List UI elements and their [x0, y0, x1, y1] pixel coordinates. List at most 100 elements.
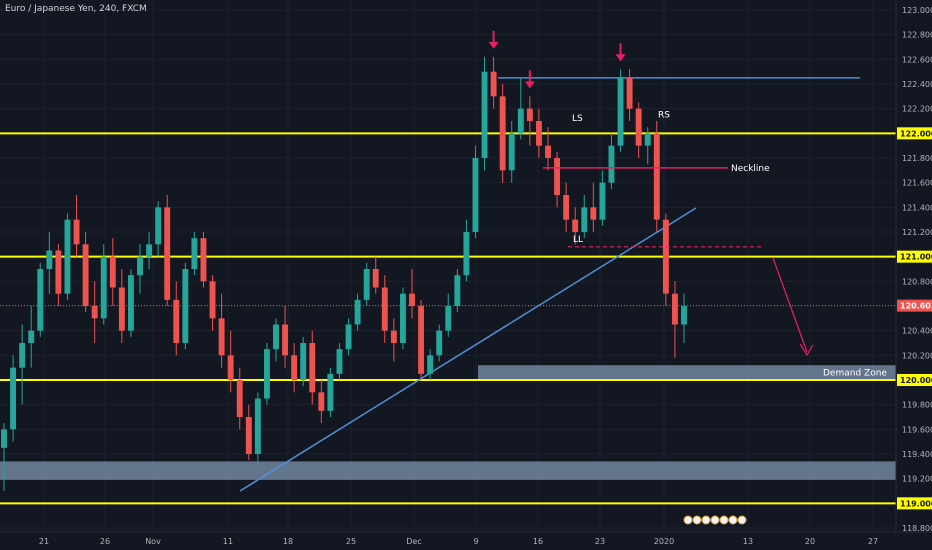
x-tick-label: 26 [100, 537, 110, 546]
candle-body [653, 133, 660, 220]
candle-body [463, 232, 470, 276]
candle-body [508, 133, 515, 171]
candle-body [146, 244, 153, 257]
candle-body [227, 355, 234, 380]
projection-arrow-icon [772, 257, 814, 357]
event-icon [701, 515, 711, 525]
candle-body [245, 417, 252, 454]
zone-rect [478, 365, 896, 380]
x-tick-label: 18 [283, 537, 293, 546]
x-tick-label: Nov [145, 537, 161, 546]
candle-body [37, 269, 44, 331]
candle-body [273, 324, 279, 350]
candle-body [282, 324, 289, 356]
ll-label: LL [573, 235, 583, 245]
candle-body [490, 71, 497, 97]
candle-body [418, 306, 425, 374]
candles [1, 56, 687, 491]
x-tick-label: 21 [39, 537, 49, 546]
candle-body [608, 145, 615, 183]
candle-body [327, 373, 334, 411]
candle-body [218, 318, 225, 356]
y-tick-label: 120.200 [902, 351, 932, 360]
candle-body [10, 367, 17, 430]
y-tick-label: 120.800 [902, 277, 932, 286]
y-tick-label: 121.400 [902, 203, 932, 212]
candle-body [436, 330, 443, 356]
zones [0, 365, 896, 480]
y-tick-label: 120.400 [902, 327, 932, 336]
y-tick-label: 119.600 [902, 425, 932, 434]
y-tick-label: 119.200 [902, 475, 932, 484]
event-icon [728, 515, 738, 525]
candle-body [599, 182, 606, 220]
level-price-tags: 122.000 121.000 120.000 119.000 120.603 [897, 127, 932, 510]
level-price-tag [897, 374, 932, 386]
level-price-tag-label: 122.000 [900, 129, 932, 138]
candle-body [662, 219, 669, 294]
candle-body [427, 355, 434, 374]
ls-label: LS [572, 114, 583, 124]
event-icons[interactable] [683, 515, 747, 525]
candle-body [572, 219, 579, 232]
event-icon [710, 515, 720, 525]
peak-arrows [488, 30, 626, 89]
candle-body [617, 77, 624, 146]
candle-body [182, 269, 189, 343]
candle-body [381, 287, 388, 331]
zone-rect [0, 461, 896, 480]
candle-body [517, 108, 524, 134]
trendline[interactable] [239, 207, 697, 492]
candle-body [100, 256, 107, 319]
candle-body [300, 343, 307, 380]
y-tick-label: 122.600 [902, 55, 932, 64]
event-icon [719, 515, 729, 525]
event-icon [683, 515, 693, 525]
candle-body [626, 77, 633, 109]
y-tick-label: 119.400 [902, 450, 932, 459]
candle-body [263, 349, 270, 399]
candle-body [64, 219, 71, 294]
candle-body [671, 293, 678, 325]
candle-body [254, 398, 261, 454]
candle-body [109, 256, 116, 288]
candle-body [409, 293, 415, 306]
peak-arrow-head [524, 81, 535, 89]
event-icon [737, 515, 747, 525]
candle-body [399, 293, 406, 343]
candle-body [291, 355, 298, 380]
candle-body [681, 306, 687, 325]
candle-body [127, 275, 134, 331]
candle-body [46, 250, 53, 269]
level-price-tag [897, 250, 932, 263]
peak-arrow-head [488, 41, 499, 49]
x-tick-label: 11 [223, 537, 233, 546]
candle-body [91, 306, 98, 319]
level-price-tag-label: 121.000 [900, 253, 932, 262]
x-tick-label: 9 [473, 537, 478, 546]
candle-body [372, 269, 379, 288]
candle-body [209, 281, 216, 319]
neckline-label: Neckline [731, 164, 770, 174]
candle-body [563, 195, 570, 220]
event-icon [692, 515, 702, 525]
candle-body [535, 121, 542, 146]
current-price-tag [897, 299, 932, 312]
candle-body [191, 238, 198, 269]
candle-body [635, 108, 642, 146]
candle-body [118, 287, 125, 331]
candle-body [445, 306, 452, 331]
candle-body [173, 299, 180, 343]
candle-body [28, 330, 35, 343]
candle-body [318, 392, 325, 411]
x-tick-label: 25 [346, 537, 356, 546]
x-tick-label: 23 [595, 537, 605, 546]
candle-body [499, 96, 506, 171]
candle-body [545, 145, 551, 158]
candle-body [164, 207, 171, 300]
candle-body [363, 269, 370, 300]
candle-body [19, 343, 26, 368]
candle-body [345, 324, 352, 350]
candle-body [581, 207, 588, 232]
